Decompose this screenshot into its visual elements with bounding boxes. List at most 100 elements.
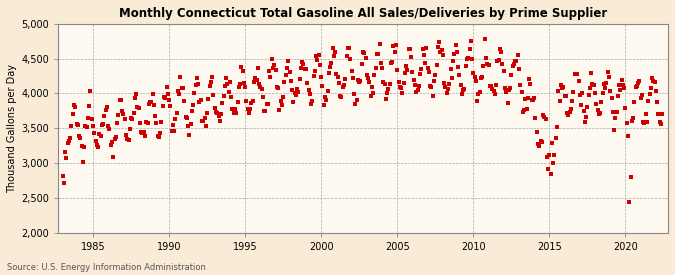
Point xyxy=(264,69,275,73)
Point xyxy=(88,124,99,128)
Point xyxy=(577,91,588,96)
Point xyxy=(486,84,497,88)
Point xyxy=(150,113,161,118)
Point xyxy=(312,58,323,62)
Point xyxy=(616,78,627,82)
Point xyxy=(585,86,595,91)
Point xyxy=(131,92,142,96)
Point xyxy=(576,103,587,107)
Point xyxy=(349,91,360,96)
Point xyxy=(296,66,306,70)
Point xyxy=(255,84,266,89)
Point xyxy=(230,106,240,111)
Point xyxy=(557,86,568,90)
Point xyxy=(271,85,282,90)
Point xyxy=(483,63,494,68)
Point xyxy=(160,96,171,100)
Point xyxy=(642,119,653,124)
Point xyxy=(356,62,367,67)
Point xyxy=(117,109,128,113)
Point xyxy=(147,92,158,96)
Point xyxy=(169,128,180,133)
Point xyxy=(340,77,351,81)
Point xyxy=(227,106,238,111)
Point xyxy=(170,117,181,121)
Point xyxy=(76,144,87,148)
Point xyxy=(556,83,566,87)
Point xyxy=(105,143,116,147)
Point xyxy=(407,69,418,74)
Point xyxy=(179,99,190,103)
Point xyxy=(211,110,221,114)
Point xyxy=(278,95,289,99)
Point xyxy=(82,116,93,120)
Point xyxy=(354,80,364,84)
Point xyxy=(657,112,668,116)
Point xyxy=(651,89,661,93)
Point xyxy=(163,98,174,102)
Point xyxy=(341,54,352,58)
Point xyxy=(401,64,412,68)
Point xyxy=(259,108,269,113)
Point xyxy=(624,200,634,204)
Point xyxy=(207,75,217,79)
Point xyxy=(69,103,80,108)
Point xyxy=(98,122,109,127)
Point xyxy=(614,83,624,87)
Point xyxy=(481,56,491,60)
Point xyxy=(478,64,489,68)
Point xyxy=(80,124,91,128)
Point xyxy=(316,75,327,79)
Point xyxy=(482,61,493,66)
Point xyxy=(269,63,279,67)
Point xyxy=(245,106,256,111)
Point xyxy=(263,102,273,106)
Point xyxy=(359,51,370,55)
Point xyxy=(516,90,527,94)
Point xyxy=(582,105,593,110)
Point xyxy=(108,155,119,159)
Point xyxy=(70,104,80,109)
Point xyxy=(109,137,120,141)
Point xyxy=(566,107,576,111)
Point xyxy=(280,72,291,77)
Point xyxy=(548,161,559,166)
Point xyxy=(339,83,350,87)
Point xyxy=(240,85,250,89)
Point xyxy=(475,76,486,81)
Point xyxy=(218,94,229,98)
Point xyxy=(226,94,237,99)
Point xyxy=(200,124,211,128)
Point xyxy=(608,110,618,115)
Point xyxy=(319,103,329,108)
Point xyxy=(388,44,399,49)
Point xyxy=(368,91,379,95)
Point xyxy=(75,136,86,141)
Point xyxy=(286,79,296,83)
Point xyxy=(371,52,382,56)
Point xyxy=(299,67,310,71)
Point xyxy=(303,87,314,92)
Point xyxy=(209,105,220,110)
Point xyxy=(382,91,393,95)
Point xyxy=(94,132,105,136)
Point xyxy=(124,127,135,131)
Point xyxy=(652,100,663,104)
Point xyxy=(587,82,598,86)
Point xyxy=(81,125,92,129)
Point xyxy=(645,86,656,90)
Point xyxy=(118,112,129,116)
Point xyxy=(528,98,539,102)
Point xyxy=(325,64,335,69)
Point xyxy=(564,110,575,115)
Point xyxy=(475,90,485,94)
Point xyxy=(97,123,107,128)
Point xyxy=(398,81,409,85)
Point xyxy=(101,108,111,112)
Point xyxy=(185,122,196,126)
Point xyxy=(222,82,233,86)
Point xyxy=(155,131,165,135)
Point xyxy=(65,136,76,141)
Point xyxy=(383,87,394,92)
Point xyxy=(221,76,232,80)
